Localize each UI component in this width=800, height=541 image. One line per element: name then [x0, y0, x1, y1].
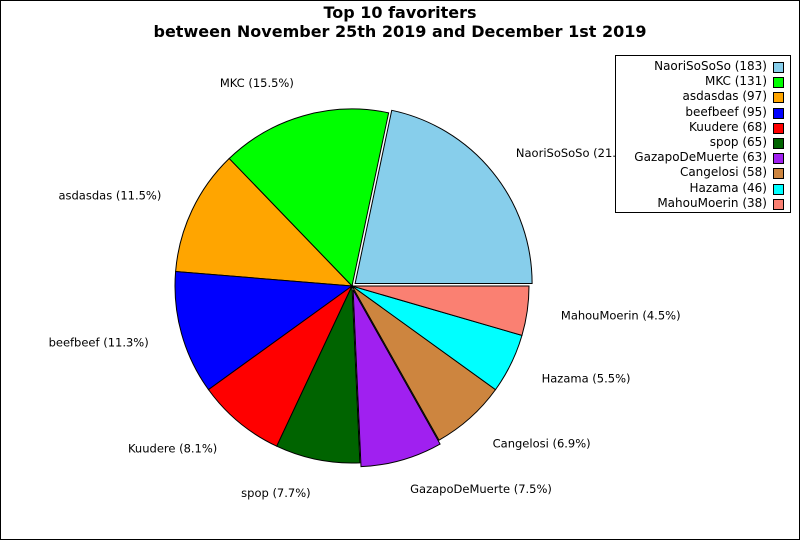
legend-label: beefbeef (95) — [685, 104, 767, 119]
slice-label-mahoumoerin: MahouMoerin (4.5%) — [561, 309, 681, 323]
legend-item-beefbeef: beefbeef (95) — [616, 105, 790, 120]
legend-label: GazapoDeMuerte (63) — [634, 150, 767, 165]
legend-label: MKC (131) — [704, 74, 767, 89]
legend-swatch — [773, 183, 784, 195]
slice-label-gazapodemuerte: GazapoDeMuerte (7.5%) — [410, 482, 552, 496]
legend-label: Kuudere (68) — [689, 119, 767, 134]
slice-label-hazama: Hazama (5.5%) — [542, 372, 631, 386]
legend-label: spop (65) — [709, 135, 767, 149]
slice-label-kuudere: Kuudere (8.1%) — [128, 441, 217, 455]
slice-label-cangelosi: Cangelosi (6.9%) — [493, 436, 591, 450]
legend-swatch — [773, 77, 784, 89]
slice-label-beefbeef: beefbeef (11.3%) — [49, 336, 149, 350]
legend-item-gazapodemuerte: GazapoDeMuerte (63) — [616, 150, 790, 165]
legend-label: NaoriSoSoSo (183) — [654, 59, 767, 73]
chart-title: Top 10 favoriters — [323, 3, 477, 22]
slice-label-naorisososo: NaoriSoSoSo (21.7 — [516, 146, 623, 160]
legend-item-asdasdas: asdasdas (97) — [616, 89, 790, 104]
slice-label-asdasdas: asdasdas (11.5%) — [58, 189, 161, 203]
chart-legend: NaoriSoSoSo (183) MKC (131) asdasdas (97) b… — [615, 55, 791, 213]
pie-slice-mahoumoerin — [351, 285, 530, 337]
pie-slice-mkc — [228, 108, 390, 288]
pie-slice-naorisososo — [354, 109, 533, 284]
legend-swatch — [773, 138, 784, 149]
pie-slice-spop — [276, 285, 361, 464]
legend-swatch — [773, 122, 784, 134]
legend-swatch — [773, 92, 784, 104]
pie-slice-asdasdas — [175, 157, 354, 287]
legend-label: Hazama (46) — [689, 180, 767, 195]
legend-item-mahoumoerin: MahouMoerin (38) — [616, 196, 790, 211]
legend-swatch — [773, 168, 784, 180]
pie-slice-gazapodemuerte — [352, 289, 441, 468]
slice-label-spop: spop (7.7%) — [241, 486, 310, 500]
legend-swatch — [773, 107, 784, 119]
chart-subtitle: between November 25th 2019 and December … — [153, 22, 647, 41]
legend-item-mkc: MKC (131) — [616, 74, 790, 89]
legend-item-naorisososo: NaoriSoSoSo (183) — [616, 59, 790, 74]
slice-label-mkc: MKC (15.5%) — [220, 76, 294, 90]
legend-swatch — [773, 153, 784, 165]
pie-slice-kuudere — [207, 284, 354, 447]
legend-label: Cangelosi (58) — [679, 165, 767, 180]
legend-item-kuudere: Kuudere (68) — [616, 120, 790, 135]
pie-slice-beefbeef — [174, 270, 354, 391]
legend-item-hazama: Hazama (46) — [616, 181, 790, 196]
legend-swatch — [773, 62, 784, 73]
legend-swatch — [773, 198, 784, 210]
legend-label: asdasdas (97) — [682, 89, 768, 104]
legend-item-spop: spop (65) — [616, 135, 790, 150]
legend-label: MahouMoerin (38) — [657, 195, 767, 210]
chart-title-block: Top 10 favoriters between November 25th … — [1, 3, 799, 41]
legend-item-cangelosi: Cangelosi (58) — [616, 165, 790, 180]
